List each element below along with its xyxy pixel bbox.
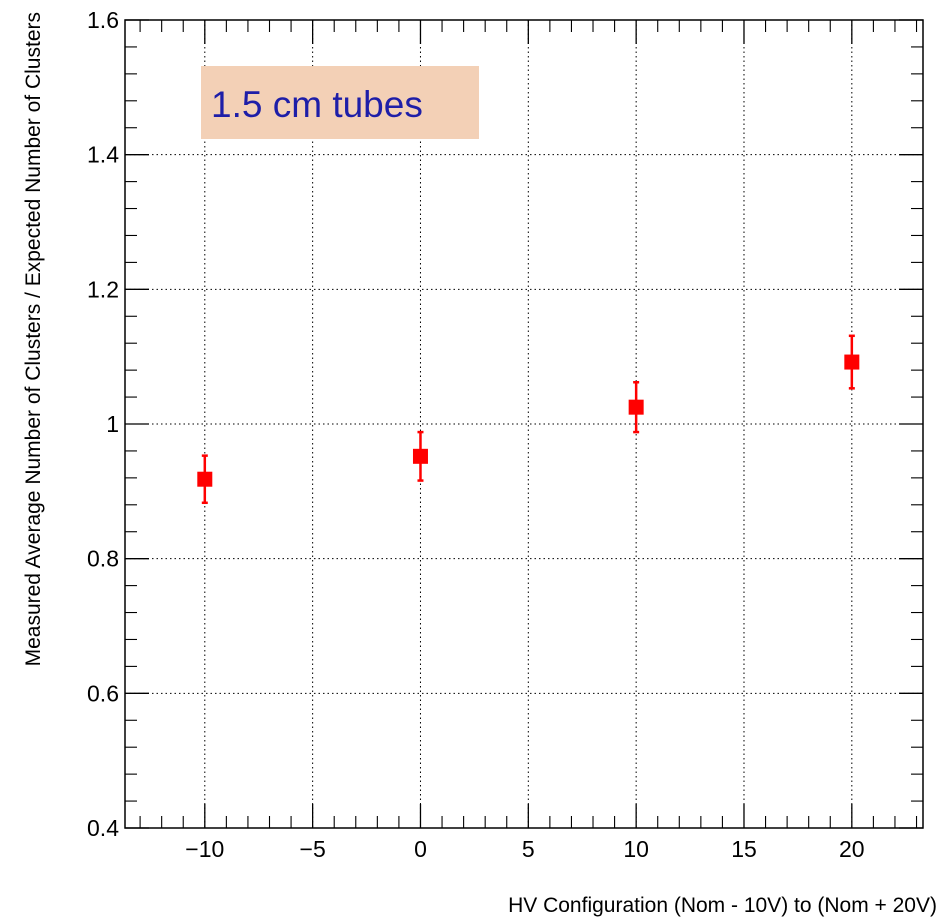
square-marker — [412, 448, 428, 464]
x-tick-label: −5 — [300, 836, 326, 862]
annotation-label: 1.5 cm tubes — [211, 84, 423, 125]
square-marker — [628, 399, 644, 415]
x-tick-label: 5 — [522, 836, 535, 862]
grid-lines — [125, 20, 923, 828]
x-tick-labels: −10 −5 0 5 10 15 20 — [185, 836, 864, 862]
square-marker — [844, 354, 860, 370]
data-series — [197, 334, 860, 505]
y-tick-labels: 0.4 0.6 0.8 1 1.2 1.4 1.6 — [87, 7, 119, 841]
y-tick-label: 1 — [106, 411, 119, 437]
data-point — [412, 430, 428, 482]
y-tick-label: 0.4 — [87, 815, 119, 841]
x-tick-label: 20 — [839, 836, 865, 862]
y-tick-label: 0.8 — [87, 546, 119, 572]
x-axis-title: HV Configuration (Nom - 10V) to (Nom + 2… — [508, 894, 937, 917]
data-point — [844, 334, 860, 390]
y-tick-label: 0.6 — [87, 680, 119, 706]
data-point — [628, 381, 644, 434]
data-point — [197, 454, 213, 505]
annotation-box — [201, 66, 479, 139]
square-marker — [197, 471, 213, 487]
x-tick-label: 10 — [623, 836, 649, 862]
plot-frame — [124, 19, 924, 829]
y-tick-label: 1.2 — [87, 276, 119, 302]
y-axis-title: Measured Average Number of Clusters / Ex… — [22, 12, 45, 666]
y-tick-label: 1.6 — [87, 7, 119, 33]
x-tick-label: −10 — [185, 836, 224, 862]
axis-ticks — [125, 19, 923, 829]
y-tick-label: 1.4 — [87, 142, 119, 168]
x-tick-label: 15 — [731, 836, 757, 862]
x-tick-label: 0 — [414, 836, 427, 862]
